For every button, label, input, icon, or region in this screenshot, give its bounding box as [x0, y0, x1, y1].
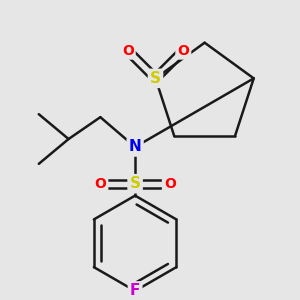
Text: O: O: [164, 177, 176, 191]
Text: O: O: [94, 177, 106, 191]
Text: N: N: [129, 140, 142, 154]
Text: O: O: [177, 44, 189, 58]
Text: S: S: [150, 71, 161, 86]
Text: O: O: [122, 44, 134, 58]
Text: S: S: [130, 176, 141, 191]
Text: F: F: [130, 284, 140, 298]
